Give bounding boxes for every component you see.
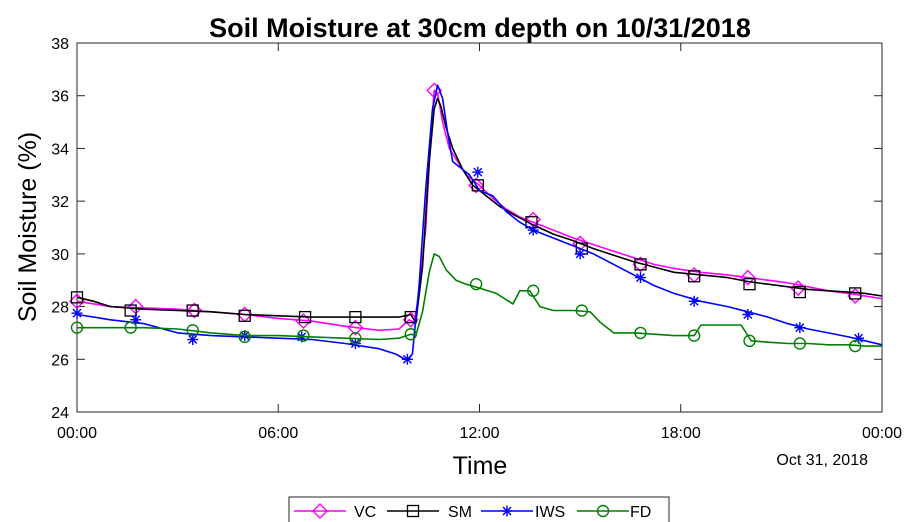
data-point-iws <box>742 308 754 320</box>
legend-marker-fd <box>596 504 610 518</box>
data-point-fd <box>349 332 362 345</box>
legend-item-iws: IWS <box>481 504 565 521</box>
data-point-fd <box>297 329 310 342</box>
series-line-iws <box>76 84 883 362</box>
data-point-sm <box>471 179 484 192</box>
data-point-iws <box>527 224 539 236</box>
legend-marker-sm <box>406 504 420 518</box>
data-point-iws <box>635 272 646 284</box>
legend-item-vc: VC <box>294 503 376 521</box>
date-label: Oct 31, 2018 <box>776 452 868 469</box>
y-tick-label: 26 <box>51 352 69 369</box>
x-axis-label: Time <box>453 452 508 480</box>
data-point-iws <box>794 322 806 334</box>
x-tick-label: 12:00 <box>459 425 499 442</box>
data-point-fd <box>238 330 251 344</box>
data-point-sm <box>849 287 862 300</box>
legend-marker-iws <box>501 505 513 517</box>
y-tick-label: 32 <box>51 194 69 211</box>
plot-frame <box>76 42 883 413</box>
x-tick-label: 00:00 <box>862 425 902 442</box>
x-tick-label: 06:00 <box>258 425 298 442</box>
legend-marker-vc <box>312 503 328 519</box>
data-point-fd <box>575 304 589 317</box>
data-point-fd <box>70 321 84 334</box>
data-point-sm <box>743 278 756 291</box>
data-point-sm <box>238 309 251 322</box>
data-point-fd <box>124 321 137 334</box>
data-point-iws <box>130 314 142 326</box>
y-tick-label: 38 <box>51 36 69 53</box>
legend: VC SM IWS FD <box>288 496 670 522</box>
series-layer <box>69 82 883 365</box>
data-point-sm <box>349 310 362 324</box>
x-tick-label: 00:00 <box>57 425 97 442</box>
y-axis-label: Soil Moisture (%) <box>14 132 42 322</box>
legend-label-fd: FD <box>630 504 651 521</box>
series-sm <box>70 97 883 324</box>
data-point-vc <box>739 269 756 286</box>
data-point-sm <box>298 310 312 324</box>
data-point-iws <box>401 353 413 365</box>
x-axis-ticks: 00:00 06:00 12:00 18:00 00:00 <box>57 43 902 442</box>
x-tick-label: 18:00 <box>661 425 701 442</box>
data-point-fd <box>526 284 540 297</box>
data-point-vc <box>347 319 364 336</box>
data-point-vc <box>186 302 203 319</box>
data-point-sm <box>186 304 199 317</box>
data-point-fd <box>186 324 199 337</box>
data-point-fd <box>848 339 862 353</box>
y-tick-label: 36 <box>51 89 69 106</box>
data-point-fd <box>634 326 647 340</box>
data-point-fd <box>404 328 417 341</box>
y-tick-label: 34 <box>51 141 69 158</box>
legend-label-sm: SM <box>448 504 472 521</box>
legend-item-sm: SM <box>387 504 472 521</box>
data-point-sm <box>124 304 137 317</box>
data-point-vc <box>295 313 312 330</box>
series-fd <box>70 253 882 353</box>
data-point-iws <box>187 334 199 346</box>
data-point-iws <box>472 166 484 178</box>
y-tick-label: 24 <box>51 405 69 422</box>
data-point-fd <box>687 329 701 342</box>
chart-title: Soil Moisture at 30cm depth on 10/31/201… <box>209 13 751 43</box>
legend-label-vc: VC <box>354 504 376 521</box>
legend-item-fd: FD <box>577 504 651 521</box>
data-point-sm <box>634 258 647 271</box>
data-point-fd <box>743 334 756 348</box>
data-point-sm <box>70 291 84 304</box>
legend-box <box>288 496 670 522</box>
y-axis-ticks: 24 26 28 30 32 34 36 38 <box>51 36 882 422</box>
data-point-fd <box>469 277 483 291</box>
y-tick-label: 28 <box>51 300 69 317</box>
series-iws <box>71 84 883 365</box>
y-tick-label: 30 <box>51 247 69 264</box>
data-point-iws <box>71 307 83 319</box>
data-point-sm <box>688 270 701 283</box>
data-point-fd <box>793 337 807 350</box>
data-point-iws <box>688 295 700 307</box>
series-line-fd <box>77 253 882 347</box>
data-point-vc <box>790 280 807 297</box>
data-point-sm <box>793 285 806 299</box>
data-point-iws <box>574 248 586 260</box>
legend-label-iws: IWS <box>535 504 565 521</box>
